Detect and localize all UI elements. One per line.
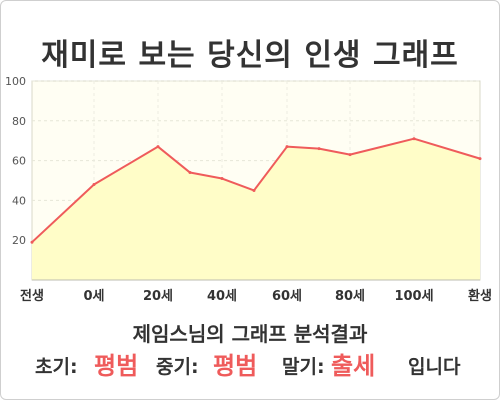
late-phase-label: 말기: — [282, 356, 325, 378]
data-point — [252, 188, 256, 192]
x-tick-label: 60세 — [272, 289, 302, 304]
y-tick-label: 40 — [12, 194, 26, 207]
data-point — [30, 240, 34, 244]
data-point — [478, 157, 482, 161]
data-point — [412, 137, 416, 141]
data-point — [188, 171, 192, 175]
phase-results: 초기: 평범 중기: 평범 말기: 출세 입니다 — [0, 342, 500, 382]
x-tick-label: 40세 — [207, 289, 237, 304]
phase-ending: 입니다 — [408, 356, 461, 378]
page-title: 재미로 보는 당신의 인생 그래프 — [41, 38, 459, 73]
early-phase-value: 평범 — [94, 352, 139, 380]
data-point — [285, 145, 289, 149]
data-point — [348, 153, 352, 157]
x-tick-label: 환생 — [468, 288, 492, 304]
x-tick-label: 전생 — [20, 288, 44, 304]
late-phase-value: 출세 — [331, 352, 376, 380]
data-point — [317, 147, 321, 151]
x-tick-label: 80세 — [335, 289, 365, 304]
x-tick-label: 100세 — [394, 289, 433, 304]
data-point — [92, 182, 96, 186]
mid-phase-label: 중기: — [156, 356, 199, 378]
y-tick-label: 60 — [12, 155, 26, 168]
x-tick-label: 20세 — [143, 289, 173, 304]
y-tick-label: 20 — [12, 234, 26, 247]
data-point — [220, 177, 224, 181]
y-tick-label: 100 — [5, 75, 26, 88]
data-point — [156, 145, 160, 149]
x-tick-label: 0세 — [83, 289, 104, 304]
early-phase-label: 초기: — [35, 356, 78, 378]
mid-phase-value: 평범 — [213, 352, 258, 380]
y-tick-label: 80 — [12, 115, 26, 128]
area-fill — [32, 138, 480, 280]
analysis-heading: 제임스님의 그래프 분석결과 — [132, 322, 368, 346]
